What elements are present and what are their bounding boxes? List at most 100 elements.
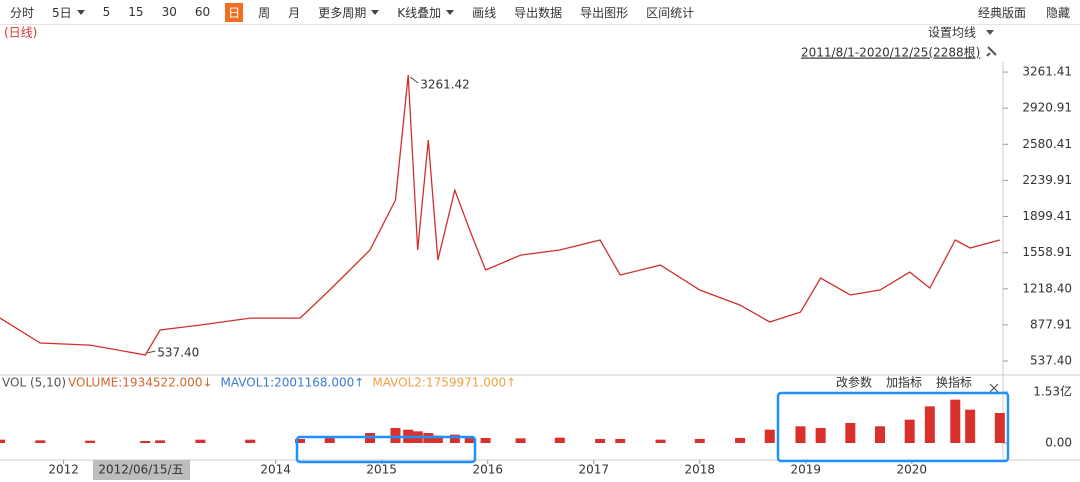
toolbar-item[interactable]: 分时 xyxy=(7,3,37,22)
toolbar-right-item[interactable]: 经典版面 xyxy=(977,6,1026,20)
toolbar-label: 更多周期 xyxy=(318,5,367,20)
toolbar-item[interactable]: 导出图形 xyxy=(577,3,631,22)
toolbar: 分时 5日 5 15 30 60 日 周 月 更多周期 K线叠加 画线 导出数据 导出图形 区间统计 xyxy=(0,0,1080,25)
volume-bar xyxy=(515,438,526,443)
toolbar-item[interactable]: 5日 xyxy=(49,3,88,22)
volume-bar xyxy=(449,434,460,443)
range: 2011/8/1-2020/12/25(2288根) xyxy=(801,46,980,60)
volume-bar xyxy=(595,439,606,443)
x-tick-label: 2016 xyxy=(472,463,503,477)
toolbar-item[interactable]: 15 xyxy=(125,4,146,20)
indicator-readout: VOLUME:1934522.000↓ xyxy=(68,376,213,390)
toolbar-item[interactable]: 周 xyxy=(255,3,273,22)
volume-bar xyxy=(950,399,961,443)
volume-bar xyxy=(390,428,401,443)
toolbar-item[interactable]: 月 xyxy=(285,3,303,22)
volume-bar xyxy=(480,438,491,443)
annotation-leader xyxy=(147,350,156,354)
y-tick-label: 0.00 xyxy=(1045,436,1072,450)
caret xyxy=(76,9,85,15)
volume-bar xyxy=(615,439,626,443)
volume-bar xyxy=(432,435,443,443)
toolbar-label: 5日 xyxy=(52,5,72,20)
toolbar-label: 5 xyxy=(102,5,111,19)
x-tick-label: 2020 xyxy=(897,463,928,477)
x-tick-label: 2014 xyxy=(260,463,291,477)
toolbar-item[interactable]: 5 xyxy=(100,4,114,20)
toolbar-label: 日 xyxy=(228,5,241,20)
toolbar-label: 周 xyxy=(258,5,271,20)
volume-bar xyxy=(0,439,5,443)
volume-bar xyxy=(815,428,826,443)
volume-bar xyxy=(735,438,746,443)
indicator-readout: MAVOL1:2001168.000↑ xyxy=(221,376,365,390)
volume-bar xyxy=(875,426,886,443)
volume-bar xyxy=(140,441,151,443)
toolbar-item[interactable]: 60 xyxy=(192,4,213,20)
toolbar-label: K线叠加 xyxy=(397,5,442,20)
panel-button[interactable]: 改参数 xyxy=(836,375,872,390)
volume-bar xyxy=(324,437,335,443)
volume-bar xyxy=(295,439,306,443)
chart: (日线) 设置均线 2011/8/1-2020/12/25(2288根) 537… xyxy=(0,26,1080,480)
pin-icon xyxy=(986,46,997,57)
panel-button[interactable]: 换指标 xyxy=(936,375,972,390)
toolbar-label: 画线 xyxy=(472,5,497,20)
toolbar-right: 经典版面 隐藏 xyxy=(978,4,1070,21)
volume-bar xyxy=(965,409,976,443)
toolbar-item[interactable]: 日 xyxy=(225,2,244,22)
caret xyxy=(371,9,380,15)
toolbar-label: 分时 xyxy=(10,5,35,20)
volume-bar xyxy=(924,406,935,443)
y-tick-label: 2920.91 xyxy=(1022,101,1072,115)
price-line xyxy=(0,74,1000,356)
indicator-readout: MAVOL2:1759971.000↑ xyxy=(372,376,516,390)
toolbar-item[interactable]: 30 xyxy=(159,4,180,20)
indicator-name: VOL (5,10) xyxy=(2,376,66,390)
caret xyxy=(446,9,455,15)
toolbar-item[interactable]: 画线 xyxy=(469,3,499,22)
cursor-date: 2012/06/15/五 xyxy=(98,463,183,477)
toolbar-item[interactable]: 区间统计 xyxy=(643,3,697,22)
ma-setting[interactable]: 设置均线 xyxy=(928,26,976,40)
toolbar-label: 60 xyxy=(194,5,211,19)
volume-bar xyxy=(464,437,475,443)
toolbar-label: 30 xyxy=(161,5,177,19)
volume-bar xyxy=(655,439,666,443)
y-tick-label: 2239.91 xyxy=(1022,173,1072,187)
y-tick-label: 3261.41 xyxy=(1022,65,1072,79)
x-tick-label: 2018 xyxy=(684,463,715,477)
volume-bar xyxy=(554,437,565,443)
period-label: (日线) xyxy=(4,26,37,40)
toolbar-label: 导出数据 xyxy=(514,5,563,20)
toolbar-label: 15 xyxy=(128,5,144,19)
y-tick-label: 1218.40 xyxy=(1022,281,1072,295)
x-tick-label: 2017 xyxy=(578,463,609,477)
highlight-box xyxy=(776,391,1010,463)
close-icon[interactable] xyxy=(989,383,999,393)
panel-button[interactable]: 加指标 xyxy=(886,375,922,390)
y-tick-label: 537.40 xyxy=(1030,354,1072,368)
volume-bar xyxy=(764,429,775,443)
annotation-leader xyxy=(409,76,419,84)
volume-bar xyxy=(994,413,1005,443)
toolbar-right-item[interactable]: 隐藏 xyxy=(1045,6,1070,20)
y-tick-label: 2580.41 xyxy=(1022,137,1072,151)
volume-bar xyxy=(795,426,806,443)
volume-bar xyxy=(35,440,46,443)
toolbar-item[interactable]: K线叠加 xyxy=(394,3,457,22)
y-tick-label: 1558.91 xyxy=(1022,245,1072,259)
cursor-date-box xyxy=(93,460,190,480)
y-tick-label: 1.53亿 xyxy=(1033,384,1072,399)
toolbar-item[interactable]: 更多周期 xyxy=(315,3,382,22)
x-tick-label: 2015 xyxy=(366,463,397,477)
x-tick-label: 2019 xyxy=(791,463,822,477)
toolbar-item[interactable]: 导出数据 xyxy=(511,3,565,22)
annotation: 3261.42 xyxy=(420,78,470,92)
volume-bar xyxy=(245,439,256,443)
toolbar-label: 导出图形 xyxy=(580,5,629,20)
toolbar-label: 月 xyxy=(288,5,301,20)
annotation: 537.40 xyxy=(157,346,199,360)
volume-bar xyxy=(904,419,915,443)
